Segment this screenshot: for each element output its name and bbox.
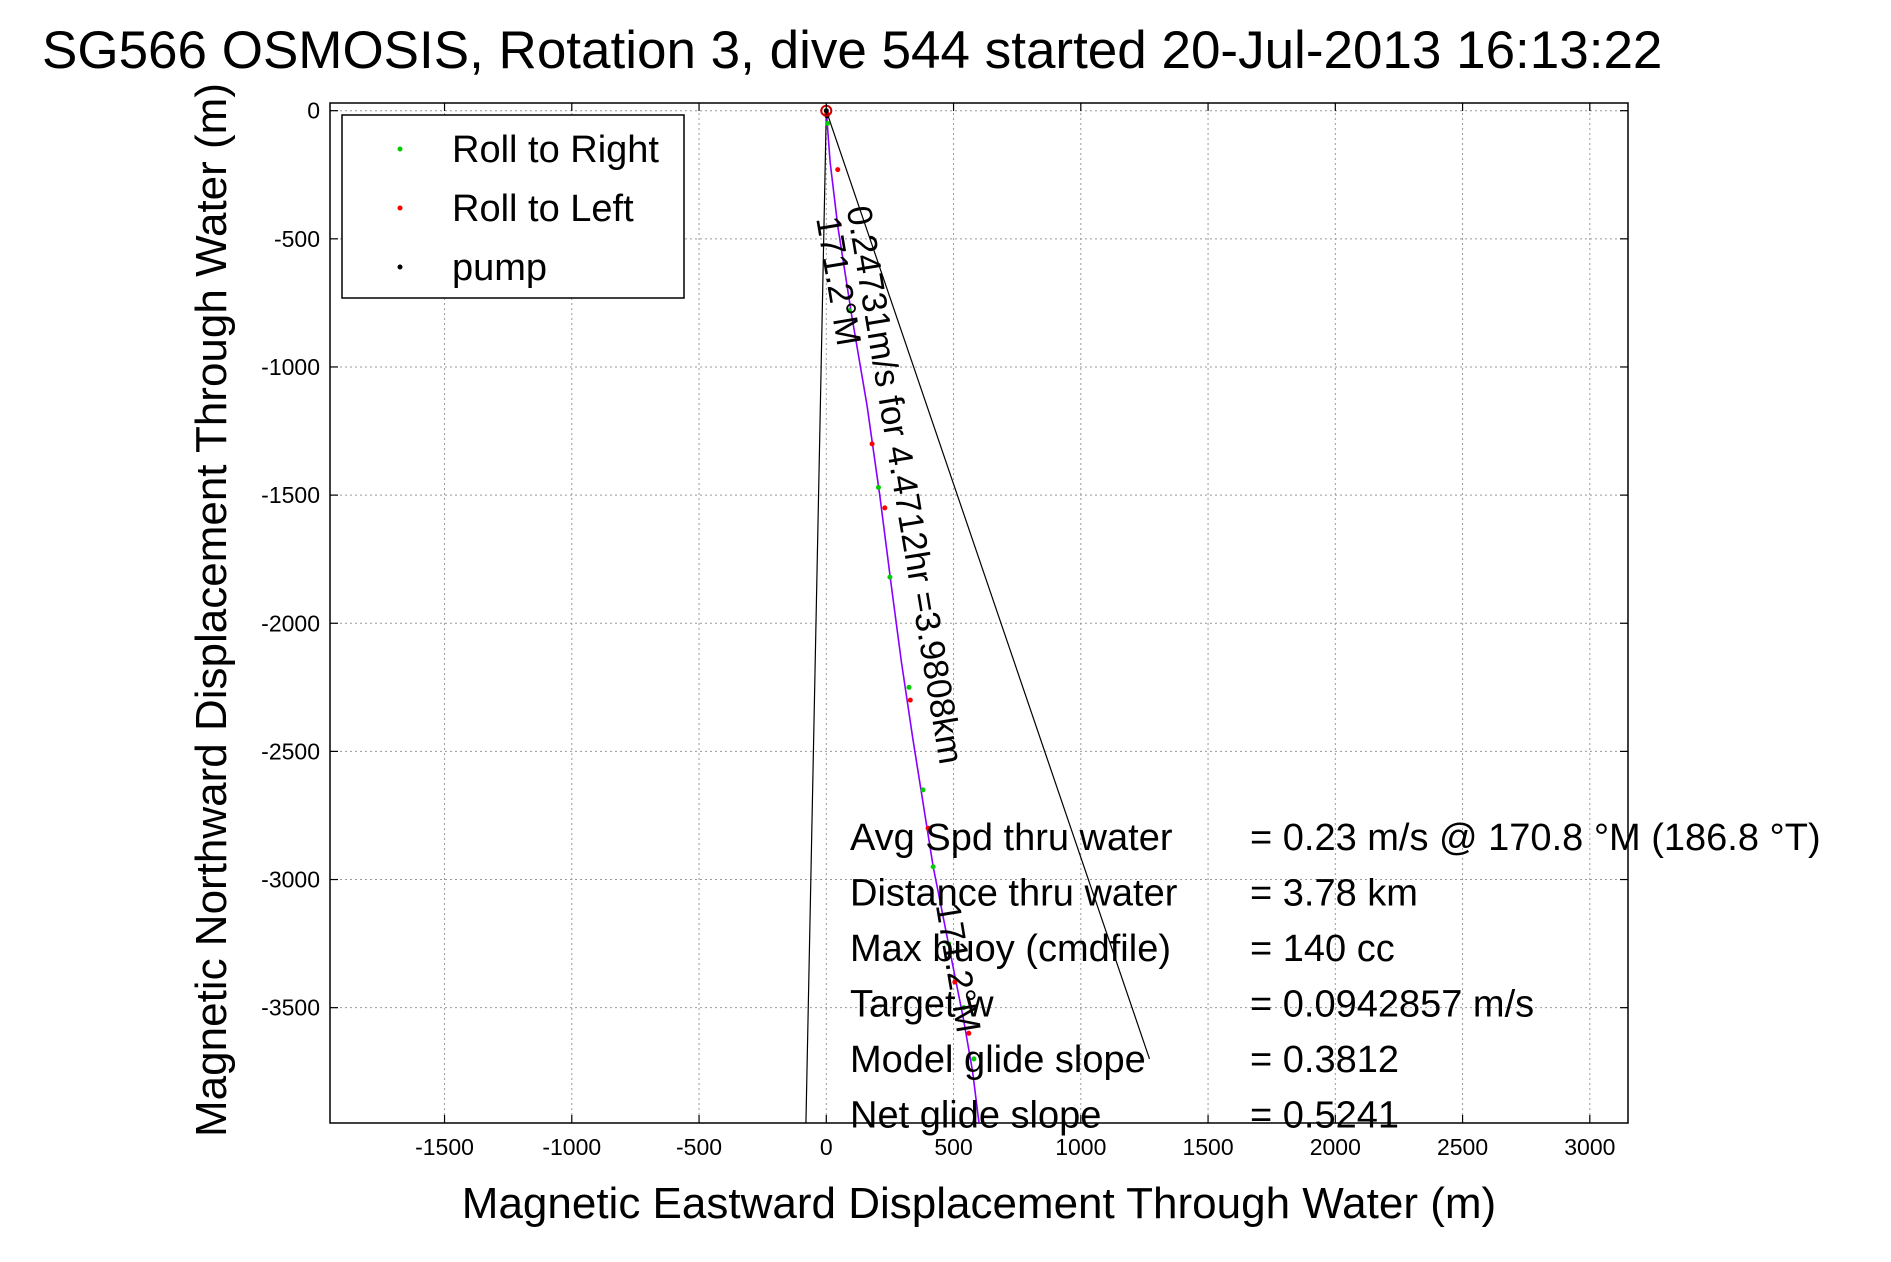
roll-left-point (882, 505, 888, 511)
y-tick-label: -1500 (261, 482, 320, 508)
stat-label: Target w (850, 984, 994, 1026)
stat-label: Avg Spd thru water (850, 817, 1173, 859)
legend: Roll to Right Roll to Left pump (341, 114, 685, 299)
stats-block: Avg Spd thru water = 0.23 m/s @ 170.8 °M … (850, 817, 1821, 1137)
stat-label: Net glide slope (850, 1095, 1101, 1137)
reference-line (805, 110, 827, 1124)
chart-title: SG566 OSMOSIS, Rotation 3, dive 544 star… (42, 21, 1662, 80)
x-tick-label: -1500 (415, 1134, 474, 1160)
roll-right-point (887, 574, 893, 580)
x-tick-label: 3000 (1564, 1134, 1615, 1160)
roll-right-point (971, 1056, 977, 1062)
roll-right-point (945, 941, 951, 947)
y-tick-layer: 0 -500 -1000 -1500 -2000 -2500 -3000 -3500 (261, 98, 1628, 1021)
legend-marker (397, 205, 403, 211)
grid-lines (330, 103, 1628, 1123)
y-tick-label: -3500 (261, 995, 320, 1021)
stat-label: Max buoy (cmdfile) (850, 928, 1171, 970)
x-tick-label: 2000 (1310, 1134, 1361, 1160)
legend-label: pump (452, 247, 547, 289)
roll-right-point (875, 484, 881, 490)
stat-label: Distance thru water (850, 873, 1178, 915)
y-tick-label: -2500 (261, 738, 320, 764)
y-tick-label: -2000 (261, 610, 320, 636)
roll-right-point (825, 121, 831, 127)
x-tick-label: 1500 (1182, 1134, 1233, 1160)
legend-marker (397, 264, 403, 270)
legend-marker (397, 146, 403, 152)
roll-left-point (952, 979, 958, 985)
y-tick-label: -500 (274, 226, 320, 252)
roll-left-point (869, 441, 875, 447)
series-line (825, 110, 980, 1124)
roll-right-point (920, 787, 926, 793)
x-axis-label: Magnetic Eastward Displacement Through W… (462, 1179, 1496, 1228)
roll-left-point (925, 825, 931, 831)
x-tick-label: 1000 (1055, 1134, 1106, 1160)
legend-label: Roll to Left (452, 188, 634, 230)
x-tick-label: -500 (676, 1134, 722, 1160)
y-tick-label: -1000 (261, 354, 320, 380)
y-axis-label: Magnetic Northward Displacement Through … (187, 83, 236, 1137)
x-tick-label: 2500 (1437, 1134, 1488, 1160)
stat-value: = 0.0942857 m/s (1250, 984, 1534, 1026)
y-tick-label: 0 (307, 98, 320, 124)
x-tick-label: -1000 (542, 1134, 601, 1160)
stat-value: = 140 cc (1250, 928, 1395, 970)
x-tick-label: 0 (820, 1134, 833, 1160)
marker-layer (820, 104, 977, 1062)
x-tick-layer: -1500 -1000 -500 0 500 1000 1500 2000 2500 3000 (415, 103, 1615, 1160)
roll-right-point (930, 864, 936, 870)
x-tick-label: 500 (934, 1134, 972, 1160)
roll-left-point (966, 1030, 972, 1036)
legend-label: Roll to Right (452, 129, 659, 171)
reference-lines (805, 110, 1151, 1124)
stat-value: = 3.78 km (1250, 873, 1418, 915)
stat-label: Model glide slope (850, 1039, 1146, 1081)
roll-left-point (835, 167, 841, 173)
reference-line (825, 110, 1151, 1060)
roll-right-point (906, 684, 912, 690)
stat-value: = 0.3812 (1250, 1039, 1399, 1081)
y-tick-label: -3000 (261, 867, 320, 893)
stat-value: = 0.5241 (1250, 1095, 1399, 1137)
roll-left-point (907, 697, 913, 703)
roll-right-point (961, 1005, 967, 1011)
series-layer (825, 110, 980, 1124)
roll-right-point (846, 308, 852, 314)
stat-value: = 0.23 m/s @ 170.8 °M (186.8 °T) (1250, 817, 1821, 859)
